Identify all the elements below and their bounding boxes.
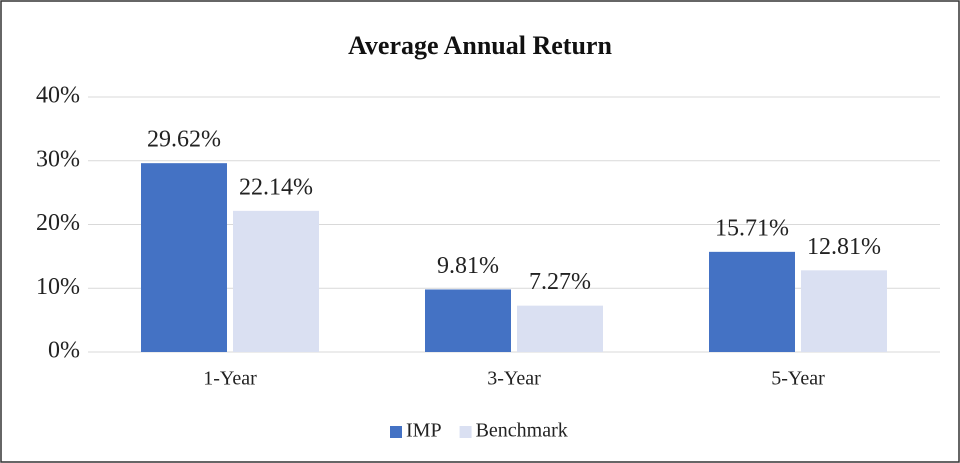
bar [801,270,887,352]
bar [233,210,319,352]
data-label: 9.81% [437,253,499,279]
y-tick-label: 0% [48,338,80,364]
legend-swatch [390,426,402,438]
x-tick-label: 3-Year [487,368,541,390]
data-label: 12.81% [807,234,881,260]
bar [517,305,603,352]
y-tick-label: 10% [36,274,80,300]
legend-swatch [459,426,472,438]
y-tick-label: 40% [36,83,80,109]
y-tick-label: 30% [36,146,80,172]
x-tick-label: 1-Year [203,368,257,390]
y-tick-label: 20% [36,210,80,236]
x-tick-label: 5-Year [771,368,825,390]
legend-label: Benchmark [476,420,568,442]
chart-title: Average Annual Return [348,31,612,60]
data-label: 29.62% [147,127,221,153]
bar [141,163,227,352]
data-label: 15.71% [715,215,789,241]
bar [709,251,795,352]
data-label: 22.14% [239,174,313,200]
legend-label: IMP [406,420,442,442]
data-label: 7.27% [529,269,591,295]
bar [425,289,511,352]
